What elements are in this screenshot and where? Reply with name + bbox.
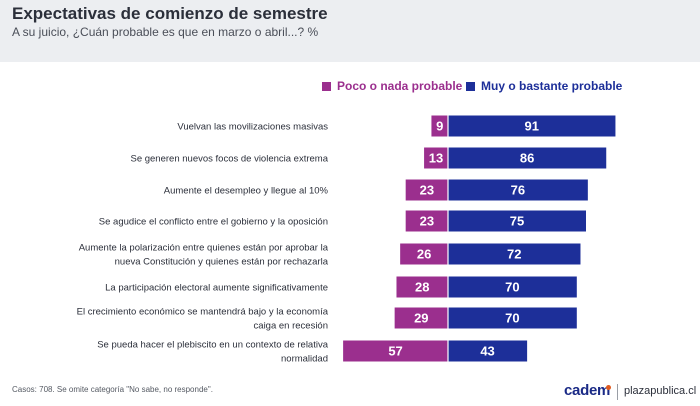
legend-item-poco: Poco o nada probable — [322, 79, 462, 93]
bar-poco — [400, 243, 448, 265]
bar-muy — [448, 210, 586, 232]
data-label-poco: 9 — [436, 119, 443, 134]
data-label-poco: 29 — [414, 311, 428, 326]
data-label-poco: 57 — [388, 344, 402, 359]
data-label-muy: 43 — [480, 344, 494, 359]
data-label-poco: 23 — [420, 183, 434, 198]
data-label-muy: 75 — [510, 214, 524, 229]
plazapublica-logo: plazapublica.cl — [624, 385, 697, 397]
bar-muy — [448, 179, 588, 201]
data-label-poco: 23 — [420, 214, 434, 229]
bar-muy — [448, 147, 607, 169]
bar-muy — [448, 276, 577, 298]
category-label: Aumente el desempleo y llegue al 10% — [164, 186, 329, 197]
data-label-muy: 70 — [505, 311, 519, 326]
bar-poco — [431, 115, 448, 137]
legend-swatch-muy — [466, 81, 475, 91]
cadem-logo-dot — [606, 385, 611, 390]
data-label-muy: 70 — [505, 280, 519, 295]
data-label-poco: 13 — [429, 151, 443, 166]
category-label: Se agudice el conflicto entre el gobiern… — [99, 217, 328, 228]
category-label: Se pueda hacer el plebiscito en un conte… — [97, 340, 329, 351]
category-label: Aumente la polarización entre quienes es… — [79, 243, 329, 254]
bar-muy — [448, 115, 616, 137]
data-label-poco: 28 — [415, 280, 429, 295]
legend-label-muy: Muy o bastante probable — [481, 79, 623, 93]
bar-poco — [424, 147, 448, 169]
legend-label-poco: Poco o nada probable — [337, 79, 463, 93]
legend-swatch-poco — [322, 81, 331, 91]
header-band: Expectativas de comienzo de semestre A s… — [0, 0, 700, 62]
category-label: El crecimiento económico se mantendrá ba… — [77, 307, 329, 318]
bar-poco — [405, 179, 448, 201]
bar-poco — [396, 276, 448, 298]
category-label: normalidad — [281, 354, 328, 365]
category-label: Se generen nuevos focos de violencia ext… — [130, 154, 328, 165]
footnote: Casos: 708. Se omite categoría "No sabe,… — [12, 385, 213, 394]
bar-poco — [405, 210, 448, 232]
data-label-muy: 86 — [520, 151, 534, 166]
category-label: caiga en recesión — [254, 321, 328, 332]
legend-item-muy: Muy o bastante probable — [466, 79, 622, 93]
data-label-poco: 26 — [417, 247, 431, 262]
logo-separator — [617, 384, 618, 400]
category-label: Vuelvan las movilizaciones masivas — [177, 122, 328, 133]
category-label: nueva Constitución y quienes están por r… — [115, 257, 329, 268]
category-label: La participación electoral aumente signi… — [105, 283, 328, 294]
data-label-muy: 76 — [511, 183, 525, 198]
bar-poco — [394, 307, 448, 329]
bar-muy — [448, 307, 577, 329]
bar-muy — [448, 243, 581, 265]
bar-poco — [343, 340, 448, 362]
data-label-muy: 91 — [524, 119, 538, 134]
chart-subtitle: A su juicio, ¿Cuán probable es que en ma… — [12, 25, 319, 39]
cadem-logo: cadem — [564, 382, 611, 399]
data-label-muy: 72 — [507, 247, 521, 262]
chart-title: Expectativas de comienzo de semestre — [12, 4, 328, 23]
bar-muy — [448, 340, 528, 362]
